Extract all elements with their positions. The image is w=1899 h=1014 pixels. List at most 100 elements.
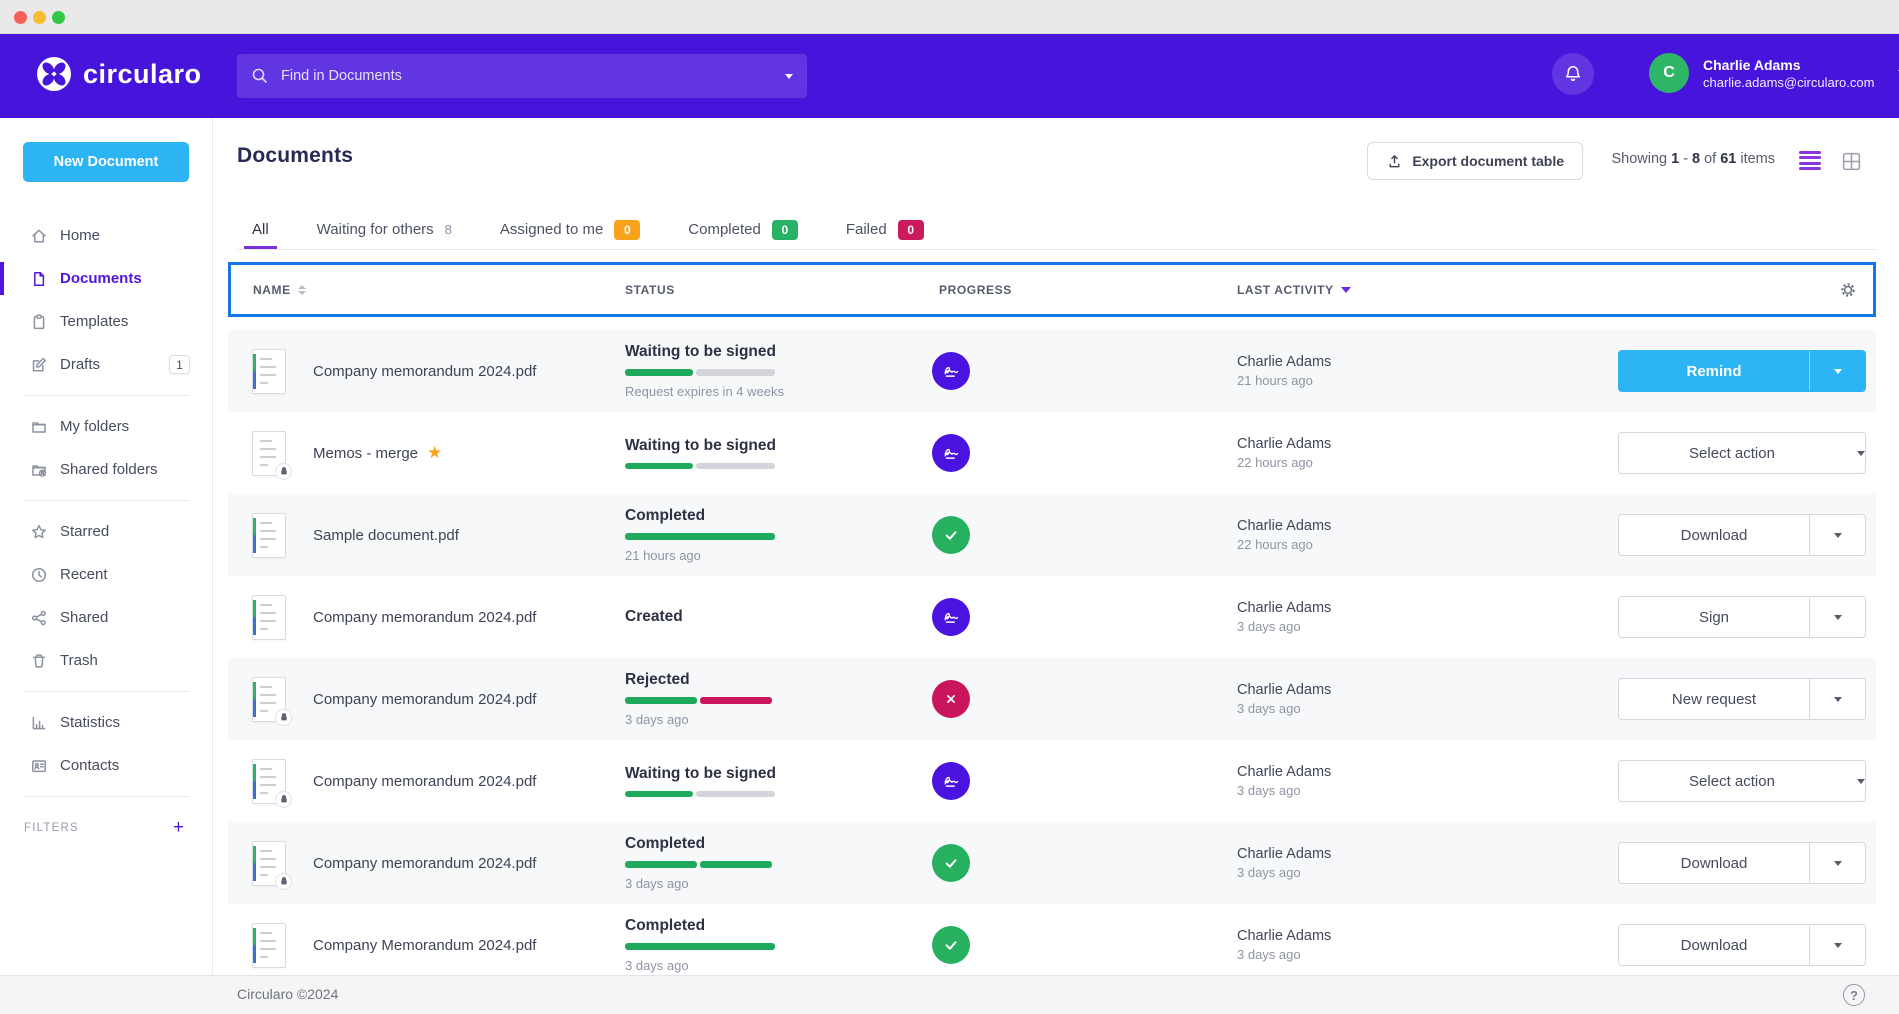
document-row[interactable]: Memos - merge ★ Waiting to be signed Charli… (228, 412, 1876, 494)
sidebar-divider (23, 395, 189, 396)
last-activity-cell: Charlie Adams 3 days ago (1237, 740, 1331, 822)
column-header-name[interactable]: NAME (253, 265, 306, 314)
export-document-table-button[interactable]: Export document table (1367, 142, 1583, 180)
download-button[interactable]: Download (1618, 842, 1866, 884)
status-label: Rejected (625, 671, 690, 689)
table-header-row[interactable]: NAME STATUS PROGRESS LAST ACTIVITY (228, 262, 1876, 317)
user-avatar: C (1649, 53, 1689, 93)
sidebar-item-my-folders[interactable]: My folders (0, 405, 212, 448)
close-window-button[interactable] (14, 11, 27, 24)
grid-view-toggle[interactable] (1841, 151, 1862, 177)
starred-icon[interactable]: ★ (427, 443, 443, 462)
column-header-last-activity[interactable]: LAST ACTIVITY (1237, 265, 1351, 314)
tab-assigned-to-me[interactable]: Assigned to me 0 (500, 210, 641, 249)
document-row[interactable]: Company memorandum 2024.pdf Waiting to be… (228, 740, 1876, 822)
action-dropdown-toggle[interactable] (1809, 515, 1865, 555)
add-filter-button[interactable]: + (172, 816, 184, 838)
last-activity-cell: Charlie Adams 22 hours ago (1237, 412, 1331, 494)
sidebar-item-home[interactable]: Home (0, 214, 212, 257)
new-document-button[interactable]: New Document (23, 142, 189, 182)
circularo-logo[interactable]: circularo (36, 56, 202, 92)
user-menu[interactable]: C Charlie Adams charlie.adams@circularo.… (1649, 53, 1899, 93)
new-request-button[interactable]: New request (1618, 678, 1866, 720)
document-name-cell: Company memorandum 2024.pdf (252, 576, 536, 658)
table-settings-gear-icon[interactable] (1839, 265, 1857, 314)
document-row[interactable]: Company memorandum 2024.pdf Created Charli… (228, 576, 1876, 658)
document-row[interactable]: Company memorandum 2024.pdf Completed 3 da… (228, 822, 1876, 904)
download-button[interactable]: Download (1618, 514, 1866, 556)
sidebar-item-starred[interactable]: Starred (0, 510, 212, 553)
status-cell: Rejected 3 days ago (625, 658, 800, 740)
user-name: Charlie Adams (1703, 56, 1801, 73)
remind-button[interactable]: Remind (1618, 350, 1866, 392)
document-row[interactable]: Sample document.pdf Completed 21 hours ago… (228, 494, 1876, 576)
chevron-down-icon (1833, 532, 1842, 538)
action-button-label: New request (1671, 690, 1757, 708)
status-subtext: 3 days ago (625, 957, 689, 973)
action-dropdown-toggle[interactable] (1809, 597, 1865, 637)
global-search[interactable] (237, 54, 807, 98)
document-name-cell: Memos - merge ★ (252, 412, 442, 494)
column-header-progress[interactable]: PROGRESS (939, 265, 1012, 314)
document-row[interactable]: Company memorandum 2024.pdf Waiting to be… (228, 330, 1876, 412)
action-dropdown-toggle[interactable] (1809, 843, 1865, 883)
progress-bar (625, 697, 775, 704)
chevron-down-icon (1833, 368, 1842, 374)
cross-icon (932, 680, 970, 718)
column-header-status[interactable]: STATUS (625, 265, 675, 314)
status-cell: Created (625, 576, 800, 658)
logo-text: circularo (83, 58, 202, 89)
activity-time: 22 hours ago (1237, 455, 1313, 470)
document-name-cell: Company memorandum 2024.pdf (252, 822, 536, 904)
grid-icon (1842, 152, 1861, 171)
help-button[interactable]: ? (1843, 984, 1865, 1006)
tab-waiting-for-others[interactable]: Waiting for others 8 (317, 210, 452, 249)
notifications-button[interactable] (1552, 53, 1594, 95)
download-button[interactable]: Download (1618, 924, 1866, 966)
document-row[interactable]: Company Memorandum 2024.pdf Completed 3 da… (228, 904, 1876, 986)
sidebar-item-trash[interactable]: Trash (0, 639, 212, 682)
sidebar-item-drafts[interactable]: Drafts 1 (0, 343, 212, 386)
status-cell: Completed 21 hours ago (625, 494, 800, 576)
last-activity-cell: Charlie Adams 3 days ago (1237, 904, 1331, 986)
sidebar-item-statistics[interactable]: Statistics (0, 701, 212, 744)
select-action-button[interactable]: Select action (1618, 432, 1866, 474)
document-name: Company memorandum 2024.pdf (313, 773, 536, 790)
document-row[interactable]: Company memorandum 2024.pdf Rejected 3 day… (228, 658, 1876, 740)
check-icon (932, 844, 970, 882)
sidebar-item-templates[interactable]: Templates (0, 300, 212, 343)
sidebar-item-shared-folders[interactable]: Shared folders (0, 448, 212, 491)
search-input[interactable] (281, 68, 785, 84)
tab-all[interactable]: All (244, 210, 277, 249)
activity-time: 3 days ago (1237, 947, 1301, 962)
tab-completed[interactable]: Completed 0 (688, 210, 798, 249)
status-subtext: 3 days ago (625, 875, 689, 891)
check-icon (932, 516, 970, 554)
sidebar-item-shared[interactable]: Shared (0, 596, 212, 639)
status-cell: Waiting to be signed Request expires in 4… (625, 330, 800, 412)
action-cell: Download (1618, 842, 1866, 884)
column-header-label: PROGRESS (939, 282, 1012, 297)
app-header: circularo C Charlie Adams charlie.adams@… (0, 34, 1899, 118)
search-scope-caret-icon[interactable] (785, 73, 793, 79)
tab-failed[interactable]: Failed 0 (846, 210, 924, 249)
sort-icon[interactable] (297, 284, 306, 295)
action-dropdown-toggle[interactable] (1809, 679, 1865, 719)
signature-icon (932, 352, 970, 390)
check-icon (932, 926, 970, 964)
search-icon (252, 68, 267, 83)
document-name: Company memorandum 2024.pdf (313, 609, 536, 626)
action-dropdown-toggle[interactable] (1809, 351, 1865, 391)
action-dropdown-toggle[interactable] (1809, 925, 1865, 965)
select-action-button[interactable]: Select action (1618, 760, 1866, 802)
status-label: Completed (625, 917, 706, 935)
sidebar-item-recent[interactable]: Recent (0, 553, 212, 596)
sort-desc-icon[interactable] (1340, 286, 1351, 293)
sidebar-item-contacts[interactable]: Contacts (0, 744, 212, 787)
maximize-window-button[interactable] (52, 11, 65, 24)
sidebar-item-documents[interactable]: Documents (0, 257, 212, 300)
sign-button[interactable]: Sign (1618, 596, 1866, 638)
list-view-toggle[interactable] (1799, 151, 1821, 170)
minimize-window-button[interactable] (33, 11, 46, 24)
